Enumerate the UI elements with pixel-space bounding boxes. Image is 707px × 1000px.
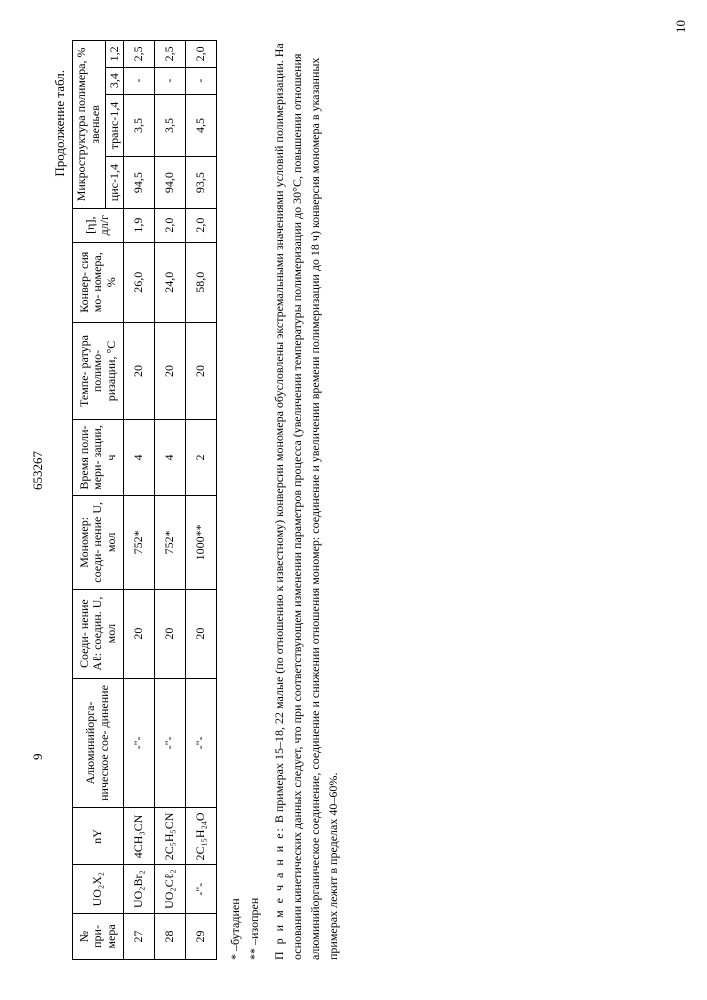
cell-uo2x2: UO₂Cℓ₂ xyxy=(155,865,186,913)
cell-eta: 2,0 xyxy=(186,208,217,242)
col-ny: nY xyxy=(73,808,124,865)
col-ratio-monomer: Мономер: соеди- нение U, мол xyxy=(73,496,124,590)
table-row: 28 UO₂Cℓ₂ 2C₅H₅CN -"- 20 752* 4 20 24,0 … xyxy=(155,41,186,960)
cell-time: 4 xyxy=(124,420,155,496)
document-number: 653267 xyxy=(30,451,46,490)
page-number-right: 10 xyxy=(673,20,689,33)
col-conversion: Конвер- сия мо- номера, % xyxy=(73,242,124,322)
cell-34: - xyxy=(186,67,217,94)
col-al-organic: Алюминийорга- ническое сое- динение xyxy=(73,678,124,808)
col-eta: [η], дл/г xyxy=(73,208,124,242)
cell-ratio-al: 20 xyxy=(186,589,217,678)
cell-trans: 3,5 xyxy=(155,94,186,157)
cell-alorg: -"- xyxy=(186,678,217,808)
cell-ny: 2C₅H₅CN xyxy=(155,808,186,865)
cell-ratio-mono: 752* xyxy=(124,496,155,590)
col-temperature: Темпе- ратура полимо- ризации, °C xyxy=(73,322,124,419)
cell-ratio-mono: 752* xyxy=(155,496,186,590)
note-body: В примерах 15–18, 22 малые (по отношению… xyxy=(272,43,340,960)
cell-34: - xyxy=(124,67,155,94)
header-numbers: 9 653267 xyxy=(30,40,48,960)
page: 9 653267 Продолжение табл. № при- мера U… xyxy=(0,0,707,1000)
cell-no: 29 xyxy=(186,913,217,959)
footnotes: * –бутадиен ** –изопрен xyxy=(227,40,261,960)
cell-time: 2 xyxy=(186,420,217,496)
polymerization-table: № при- мера UO₂X₂ nY Алюминийорга- ничес… xyxy=(72,40,217,960)
col-ratio-al: Соеди- нение Aℓ: соедин. U, мол xyxy=(73,589,124,678)
cell-temp: 20 xyxy=(155,322,186,419)
cell-time: 4 xyxy=(155,420,186,496)
col-example-no: № при- мера xyxy=(73,913,124,959)
table-body: 27 UO₂Br₂ 4CH₃CN -"- 20 752* 4 20 26,0 1… xyxy=(124,41,217,960)
cell-cis: 94,5 xyxy=(124,157,155,208)
cell-temp: 20 xyxy=(186,322,217,419)
cell-cis: 94,0 xyxy=(155,157,186,208)
note-label: П р и м е ч а н и е: xyxy=(272,826,286,960)
continuation-label: Продолжение табл. xyxy=(52,70,68,960)
cell-conv: 58,0 xyxy=(186,242,217,322)
cell-eta: 1,9 xyxy=(124,208,155,242)
page-number-left: 9 xyxy=(30,754,46,761)
cell-uo2x2: UO₂Br₂ xyxy=(124,865,155,913)
cell-trans: 4,5 xyxy=(186,94,217,157)
col-34: 3,4 xyxy=(105,67,124,94)
cell-eta: 2,0 xyxy=(155,208,186,242)
cell-12: 2,0 xyxy=(186,41,217,68)
cell-alorg: -"- xyxy=(124,678,155,808)
col-12: 1,2 xyxy=(105,41,124,68)
cell-ny: 4CH₃CN xyxy=(124,808,155,865)
cell-temp: 20 xyxy=(124,322,155,419)
cell-no: 28 xyxy=(155,913,186,959)
table-row: 29 -"- 2C₁₅H₂₄O -"- 20 1000** 2 20 58,0 … xyxy=(186,41,217,960)
cell-12: 2,5 xyxy=(124,41,155,68)
table-row: 27 UO₂Br₂ 4CH₃CN -"- 20 752* 4 20 26,0 1… xyxy=(124,41,155,960)
cell-ny: 2C₁₅H₂₄O xyxy=(186,808,217,865)
cell-ratio-mono: 1000** xyxy=(186,496,217,590)
cell-alorg: -"- xyxy=(155,678,186,808)
note-block: П р и м е ч а н и е: В примерах 15–18, 2… xyxy=(270,40,342,960)
footnote-butadiene: * –бутадиен xyxy=(227,40,243,960)
col-microstructure-group: Микроструктура полимера, % звеньев xyxy=(73,41,106,209)
cell-12: 2,5 xyxy=(155,41,186,68)
cell-ratio-al: 20 xyxy=(155,589,186,678)
col-uo2x2: UO₂X₂ xyxy=(73,865,124,913)
cell-trans: 3,5 xyxy=(124,94,155,157)
col-cis14: цис-1,4 xyxy=(105,157,124,208)
col-time: Время поли- мери- зации, ч xyxy=(73,420,124,496)
cell-cis: 93,5 xyxy=(186,157,217,208)
cell-uo2x2: -"- xyxy=(186,865,217,913)
cell-no: 27 xyxy=(124,913,155,959)
cell-conv: 26,0 xyxy=(124,242,155,322)
cell-ratio-al: 20 xyxy=(124,589,155,678)
rotated-content: 9 653267 Продолжение табл. № при- мера U… xyxy=(0,0,707,1000)
cell-34: - xyxy=(155,67,186,94)
footnote-isoprene: ** –изопрен xyxy=(246,40,262,960)
table-head: № при- мера UO₂X₂ nY Алюминийорга- ничес… xyxy=(73,41,124,960)
col-trans14: транс-1,4 xyxy=(105,94,124,157)
cell-conv: 24,0 xyxy=(155,242,186,322)
